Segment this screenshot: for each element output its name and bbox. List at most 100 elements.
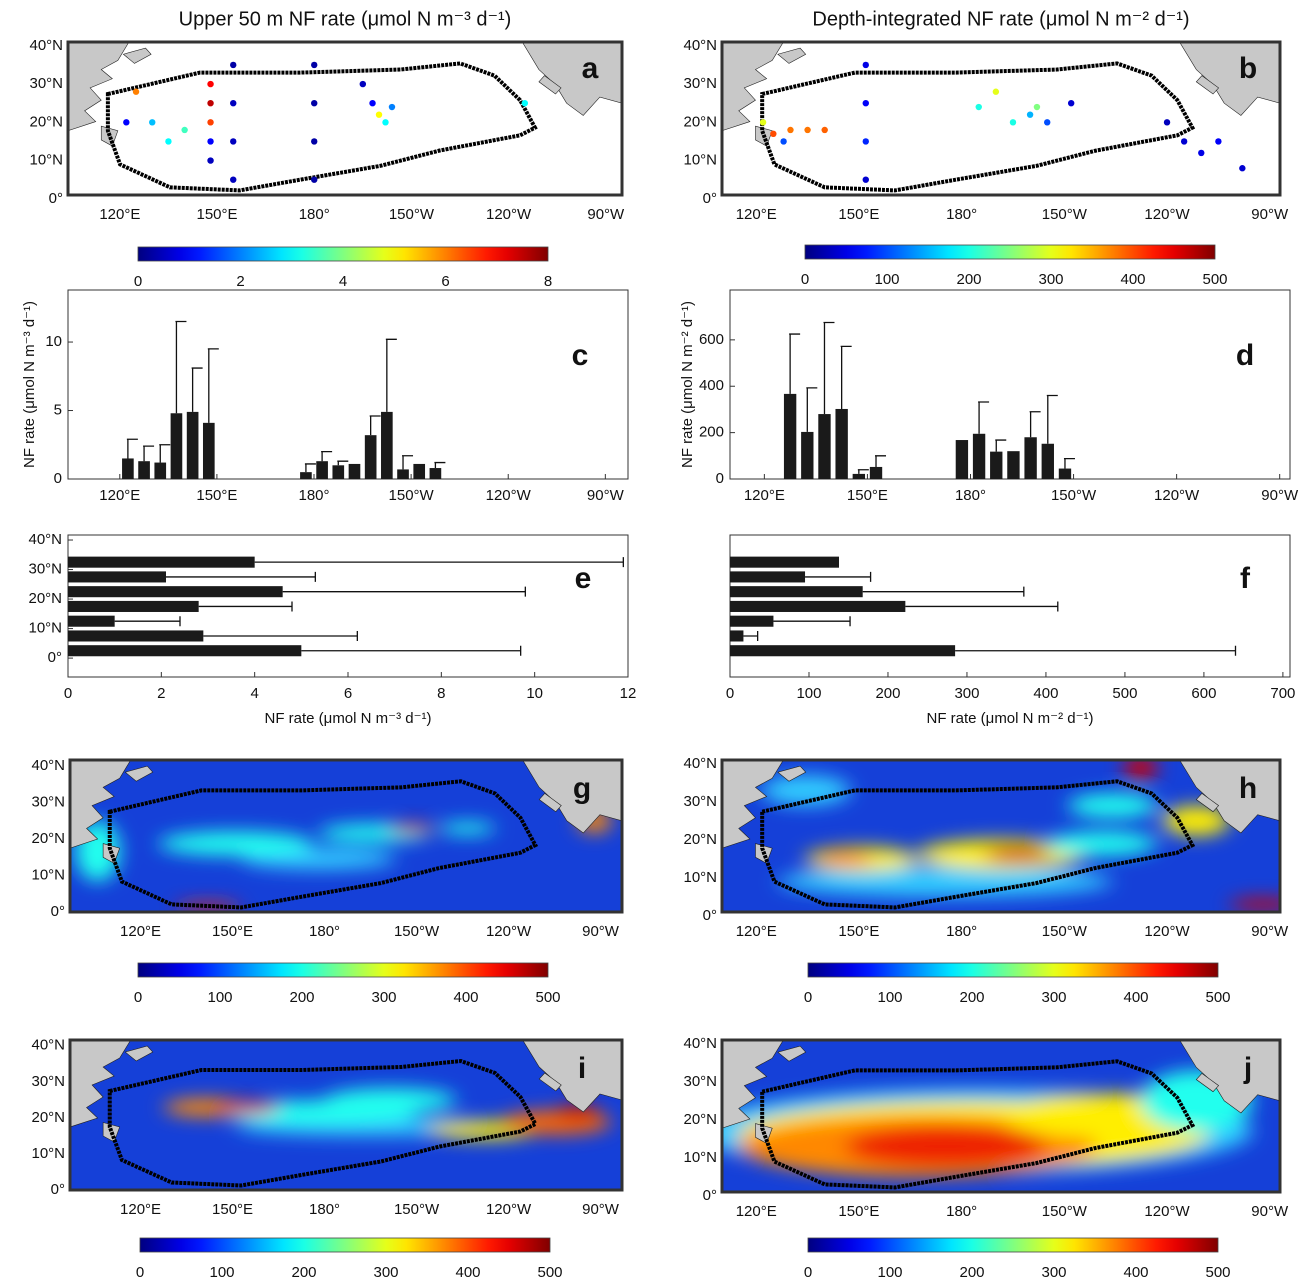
- station-dot: [165, 138, 172, 145]
- station-dot: [821, 126, 828, 134]
- land: [125, 1046, 153, 1061]
- station-dot: [862, 61, 869, 69]
- x-tick-label: 120°W: [1144, 1203, 1190, 1220]
- station-dot: [1215, 138, 1222, 145]
- colorbar-tick-label: 2: [236, 273, 244, 290]
- y-tick-label: 0°: [51, 1181, 65, 1198]
- y-tick-label: 30°N: [31, 793, 65, 810]
- y-tick-label: 0°: [703, 907, 717, 924]
- bar: [122, 458, 134, 479]
- y-axis-label: NF rate (μmol N m⁻² d⁻¹): [679, 301, 696, 468]
- x-tick-label: 180°: [946, 923, 977, 940]
- station-dot: [521, 100, 529, 107]
- station-dot: [992, 88, 1000, 95]
- land: [539, 793, 561, 811]
- colorbar-tick-label: 0: [134, 989, 142, 1006]
- bar: [1007, 451, 1020, 479]
- bar: [783, 393, 797, 479]
- station-dot: [862, 138, 869, 145]
- land: [1196, 1073, 1218, 1091]
- x-tick-label: 120°W: [486, 1201, 532, 1218]
- bar: [730, 600, 906, 612]
- model-field: [722, 1070, 1253, 1177]
- bar: [730, 586, 863, 598]
- x-tick-label: 180°: [309, 923, 340, 940]
- land: [1180, 760, 1280, 833]
- y-tick-label: 30°N: [28, 561, 62, 578]
- map-area: [70, 760, 622, 912]
- land: [68, 42, 129, 131]
- error-bar: [743, 630, 759, 641]
- error-bar: [978, 401, 990, 434]
- y-tick-label: 10°N: [31, 866, 65, 883]
- x-tick-label: 120°E: [120, 923, 161, 940]
- y-tick-label: 40°N: [683, 755, 717, 772]
- map-area: [722, 760, 1280, 912]
- panel-letter: c: [572, 339, 589, 372]
- colorbar-tick-label: 400: [1123, 1264, 1148, 1281]
- x-tick-label: 4: [250, 685, 258, 702]
- station-dot: [1033, 103, 1041, 111]
- bar: [429, 468, 442, 479]
- y-tick-label: 40°N: [29, 37, 63, 54]
- x-tick-label: 120°E: [744, 487, 785, 504]
- land: [722, 760, 783, 848]
- station-dot: [388, 103, 396, 111]
- map-frame: [720, 1038, 1282, 1194]
- y-tick-label: 20°N: [683, 831, 717, 848]
- x-tick-label: 150°W: [389, 487, 435, 504]
- error-bar: [304, 463, 316, 473]
- x-tick-label: 120°E: [120, 1201, 161, 1218]
- error-bar: [114, 616, 181, 627]
- field-patch: [844, 1125, 1046, 1168]
- colorbar-tick-label: 400: [1120, 271, 1145, 288]
- land: [125, 766, 153, 781]
- model-field: [761, 760, 1280, 911]
- map-frame: [720, 758, 1282, 914]
- x-tick-label: 180°: [946, 206, 977, 223]
- map-area: [722, 1040, 1280, 1192]
- field-patch: [555, 1104, 600, 1120]
- x-tick-label: 120°W: [1144, 923, 1190, 940]
- station-dot: [804, 126, 811, 134]
- y-tick-label: 200: [699, 424, 724, 441]
- error-bar: [143, 445, 155, 462]
- colorbar-tick-label: 300: [1038, 271, 1063, 288]
- y-tick-label: 20°N: [683, 113, 717, 130]
- y-tick-label: 10°N: [683, 152, 717, 169]
- field-patch: [1045, 831, 1158, 856]
- colorbar-tick-label: 0: [134, 273, 142, 290]
- colorbar-tick-label: 400: [453, 989, 478, 1006]
- bar: [801, 431, 814, 479]
- y-tick-label: 40°N: [683, 37, 717, 54]
- land: [70, 760, 131, 848]
- y-tick-label: 0°: [51, 903, 65, 920]
- y-tick-label: 30°N: [29, 75, 63, 92]
- colorbar-tick-label: 4: [339, 273, 347, 290]
- panel-letter: h: [1239, 772, 1257, 805]
- y-tick-label: 10°N: [683, 869, 717, 886]
- gyre-outline: [108, 63, 535, 190]
- bar: [730, 630, 744, 642]
- colorbar-tick-label: 500: [1202, 271, 1227, 288]
- y-tick-label: 20°N: [29, 113, 63, 130]
- x-tick-label: 120°W: [486, 923, 532, 940]
- bar: [835, 408, 848, 479]
- panel-letter: e: [575, 562, 592, 595]
- station-dot: [369, 100, 376, 107]
- x-tick-label: 90°W: [1261, 487, 1299, 504]
- land: [722, 1040, 783, 1128]
- error-bar: [434, 461, 446, 469]
- land: [1196, 793, 1218, 811]
- station-dot: [770, 130, 777, 137]
- bar: [332, 465, 345, 479]
- colorbar-tick-label: 100: [874, 271, 899, 288]
- bar: [300, 472, 312, 479]
- station-dot: [132, 88, 140, 95]
- bar: [68, 556, 255, 568]
- panel-letter: g: [573, 772, 591, 805]
- map-area: [722, 42, 1280, 195]
- x-tick-label: 8: [437, 685, 445, 702]
- colorbar-tick-label: 6: [441, 273, 449, 290]
- station-dot: [1239, 165, 1246, 172]
